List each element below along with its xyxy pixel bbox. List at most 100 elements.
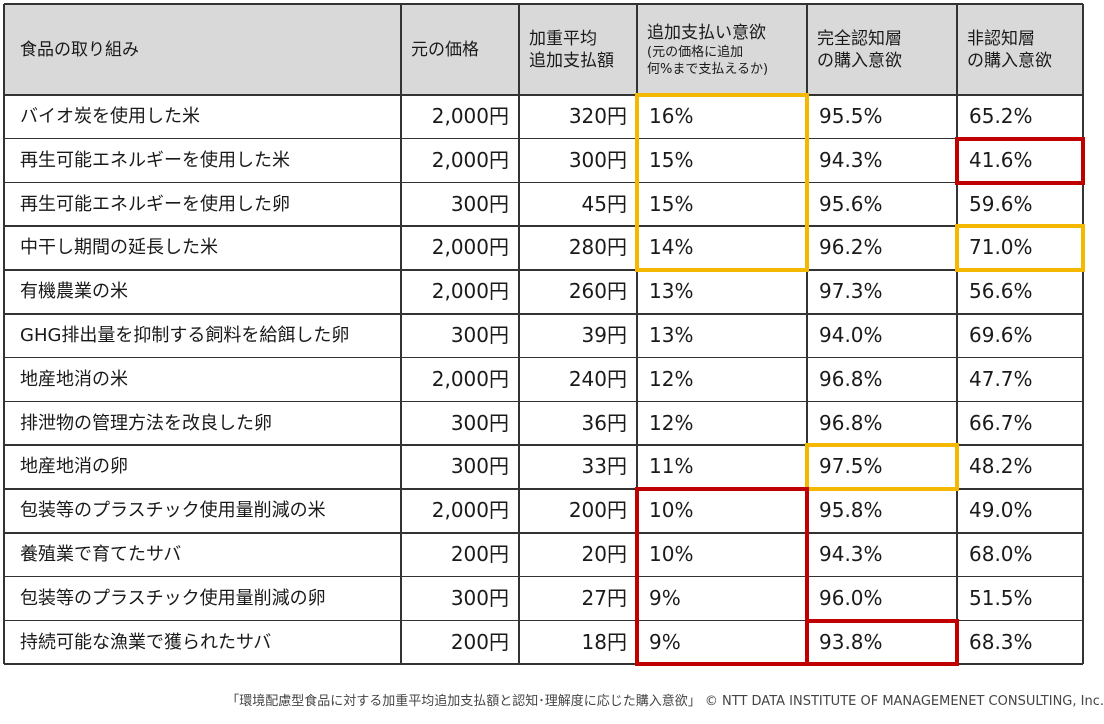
header-line: 元の価格 — [411, 39, 479, 60]
cell-unaware-purchase: 65.2% — [969, 104, 1033, 128]
cell-aware-purchase: 97.3% — [819, 279, 883, 304]
highlight-box-yellow — [635, 93, 809, 273]
grid-vertical-line — [1082, 4, 1084, 665]
grid-vertical-line — [3, 4, 5, 665]
cell-unaware-purchase: 56.6% — [969, 279, 1033, 304]
cell-aware-purchase: 96.0% — [819, 585, 883, 610]
cell-original-price: 200円 — [450, 542, 509, 566]
cell-aware-purchase: 96.2% — [819, 235, 883, 260]
cell-unaware-purchase: 66.7% — [969, 410, 1033, 435]
cell-avg-extra-payment: 18円 — [581, 629, 627, 654]
cell-willingness: 12% — [649, 366, 694, 391]
cell-avg-extra-payment: 27円 — [581, 585, 627, 610]
cell-willingness: 15% — [649, 191, 694, 216]
cell-original-price: 2,000円 — [431, 235, 509, 260]
cell-willingness: 14% — [649, 235, 694, 260]
cell-original-price: 300円 — [450, 323, 509, 347]
cell-unaware-purchase: 69.6% — [969, 323, 1033, 347]
highlight-box-yellow — [805, 443, 959, 492]
grid-horizontal-line — [4, 3, 1083, 5]
cell-aware-purchase: 94.0% — [819, 323, 883, 347]
header-line: の購入意欲 — [967, 50, 1052, 71]
cell-aware-purchase: 96.8% — [819, 410, 883, 435]
grid-horizontal-line — [4, 575, 1083, 578]
cell-food: 地産地消の卵 — [20, 456, 128, 478]
header-note-line: (元の価格に追加 — [647, 44, 744, 60]
cell-unaware-purchase: 41.6% — [969, 147, 1033, 172]
copyright-caption: 「環境配慮型食品に対する加重平均追加支払額と認知･理解度に応じた購入意欲」 © … — [226, 694, 1104, 709]
grid-horizontal-line — [4, 356, 1083, 359]
cell-food: 再生可能エネルギーを使用した米 — [20, 149, 290, 171]
cell-food: 排泄物の管理方法を改良した卵 — [20, 412, 272, 434]
cell-willingness: 16% — [649, 104, 694, 128]
cell-aware-purchase: 93.8% — [819, 629, 883, 654]
grid-horizontal-line — [4, 269, 1083, 271]
header-avg-extra-payment: 加重平均 追加支払額 — [519, 4, 637, 95]
cell-aware-purchase: 96.8% — [819, 366, 883, 391]
cell-original-price: 2,000円 — [431, 366, 509, 391]
cell-aware-purchase: 94.3% — [819, 147, 883, 172]
cell-unaware-purchase: 49.0% — [969, 498, 1033, 523]
header-note-line: 何%まで支払えるか) — [647, 61, 769, 77]
cell-avg-extra-payment: 20円 — [581, 542, 627, 566]
cell-aware-purchase: 95.8% — [819, 498, 883, 523]
grid-horizontal-line — [4, 313, 1083, 315]
cell-willingness: 13% — [649, 279, 694, 304]
cell-aware-purchase: 94.3% — [819, 542, 883, 566]
cell-unaware-purchase: 48.2% — [969, 454, 1033, 479]
header-unaware-purchase: 非認知層 の購入意欲 — [957, 4, 1083, 95]
grid-horizontal-line — [4, 181, 1083, 184]
cell-food: 地産地消の米 — [20, 368, 128, 390]
grid-horizontal-line — [4, 488, 1083, 490]
header-line: 加重平均 — [529, 28, 597, 49]
cell-food: 有機農業の米 — [20, 281, 128, 303]
grid-horizontal-line — [4, 444, 1083, 446]
cell-unaware-purchase: 47.7% — [969, 366, 1033, 391]
cell-willingness: 11% — [649, 454, 694, 479]
cell-willingness: 9% — [649, 585, 681, 610]
header-line: 追加支払額 — [529, 50, 614, 71]
grid-vertical-line — [400, 4, 402, 665]
cell-willingness: 10% — [649, 498, 694, 523]
cell-original-price: 300円 — [450, 585, 509, 610]
grid-horizontal-line — [4, 663, 1083, 665]
cell-avg-extra-payment: 200円 — [568, 498, 627, 523]
grid-horizontal-line — [4, 94, 1083, 96]
cell-aware-purchase: 97.5% — [819, 454, 883, 479]
header-original-price: 元の価格 — [401, 4, 519, 95]
header-line: 追加支払い意欲 — [647, 22, 766, 43]
cell-food: 包装等のプラスチック使用量削減の米 — [20, 500, 326, 522]
cell-original-price: 2,000円 — [431, 104, 509, 128]
cell-food: 養殖業で育てたサバ — [20, 544, 182, 565]
grid-horizontal-line — [4, 400, 1083, 403]
header-line: 食品の取り組み — [20, 39, 139, 60]
cell-avg-extra-payment: 320円 — [568, 104, 627, 128]
cell-avg-extra-payment: 280円 — [568, 235, 627, 260]
header-line: 非認知層 — [967, 28, 1035, 49]
cell-food: GHG排出量を抑制する飼料を給餌した卵 — [20, 325, 350, 346]
cell-avg-extra-payment: 240円 — [568, 366, 627, 391]
cell-original-price: 2,000円 — [431, 498, 509, 523]
cell-avg-extra-payment: 36円 — [581, 410, 627, 435]
highlight-box-red — [805, 618, 959, 667]
cell-unaware-purchase: 68.0% — [969, 542, 1033, 566]
cell-avg-extra-payment: 260円 — [568, 279, 627, 304]
cell-willingness: 12% — [649, 410, 694, 435]
cell-avg-extra-payment: 39円 — [581, 323, 627, 347]
cell-avg-extra-payment: 33円 — [581, 454, 627, 479]
cell-aware-purchase: 95.5% — [819, 104, 883, 128]
cell-aware-purchase: 95.6% — [819, 191, 883, 216]
grid-vertical-line — [806, 4, 808, 665]
cell-unaware-purchase: 59.6% — [969, 191, 1033, 216]
cell-unaware-purchase: 71.0% — [969, 235, 1033, 260]
header-line: 完全認知層 — [817, 28, 902, 49]
grid-vertical-line — [956, 4, 958, 665]
grid-vertical-line — [636, 4, 638, 665]
grid-horizontal-line — [4, 225, 1083, 227]
cell-avg-extra-payment: 300円 — [568, 147, 627, 172]
cell-food: 再生可能エネルギーを使用した卵 — [20, 193, 290, 215]
cell-willingness: 13% — [649, 323, 694, 347]
cell-original-price: 2,000円 — [431, 279, 509, 304]
highlight-box-yellow — [955, 224, 1085, 273]
